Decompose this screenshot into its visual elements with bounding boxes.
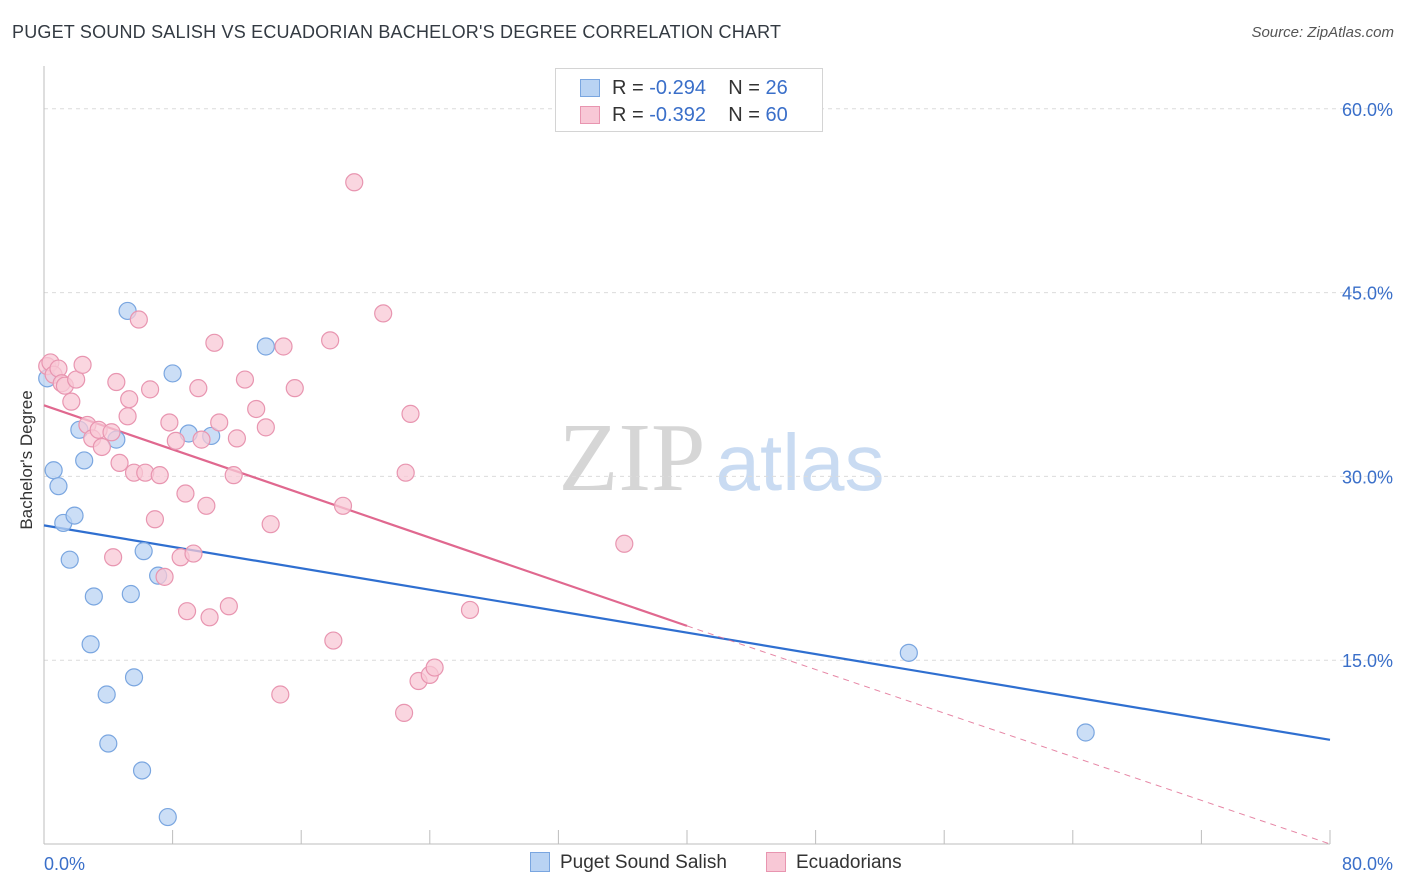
point-ecuadorians <box>324 631 343 650</box>
stats-legend: R = -0.294 N = 26 R = -0.392 N = 60 <box>555 68 823 132</box>
point-ecuadorians <box>73 355 92 374</box>
point-ecuadorians <box>271 685 290 704</box>
point-ecuadorians <box>120 390 139 409</box>
bottom-legend-salish: Puget Sound Salish <box>530 852 727 874</box>
bottom-legend-swatch-salish <box>530 852 550 872</box>
point-ecuadorians <box>104 548 123 567</box>
point-salish <box>99 734 118 753</box>
point-ecuadorians <box>150 466 169 485</box>
bottom-legend-swatch-ecuadorians <box>766 852 786 872</box>
point-ecuadorians <box>160 413 179 432</box>
point-salish <box>124 668 144 687</box>
point-ecuadorians <box>374 304 393 323</box>
bottom-legend-label-salish: Puget Sound Salish <box>560 852 727 873</box>
y-tick-label: 45.0% <box>1342 284 1393 304</box>
point-ecuadorians <box>256 418 275 437</box>
watermark-zip: ZIP <box>559 404 706 512</box>
point-ecuadorians <box>396 463 415 482</box>
y-tick-label: 30.0% <box>1342 467 1393 487</box>
trendline-salish <box>43 524 1331 741</box>
x-tick-label: 80.0% <box>1342 854 1393 874</box>
point-ecuadorians <box>62 392 81 411</box>
y-tick-label: 60.0% <box>1342 100 1393 120</box>
point-ecuadorians <box>333 496 353 515</box>
legend-r-value-ecuadorians: -0.392 <box>649 104 706 126</box>
bottom-legend-ecuadorians: Ecuadorians <box>766 852 902 874</box>
legend-swatch-salish <box>580 79 600 97</box>
point-ecuadorians <box>210 413 229 432</box>
point-ecuadorians <box>92 437 111 457</box>
point-salish <box>132 761 152 780</box>
point-salish <box>163 364 182 383</box>
legend-n-value-salish: 26 <box>765 77 788 99</box>
y-tick-label: 15.0% <box>1342 651 1393 671</box>
point-ecuadorians <box>224 466 243 485</box>
point-ecuadorians <box>184 544 203 563</box>
point-salish <box>97 685 116 704</box>
point-ecuadorians <box>247 399 266 419</box>
point-ecuadorians <box>107 372 126 392</box>
point-ecuadorians <box>227 429 246 448</box>
legend-n-value-ecuadorians: 60 <box>765 104 788 126</box>
legend-r-label: R = <box>612 77 644 99</box>
trendline-ecuadorians <box>43 404 688 627</box>
point-ecuadorians <box>166 431 185 450</box>
point-ecuadorians <box>197 496 216 515</box>
point-ecuadorians <box>102 423 121 442</box>
point-salish <box>84 587 103 606</box>
point-ecuadorians <box>321 331 340 350</box>
legend-row-ecuadorians: R = -0.392 N = 60 <box>580 104 788 126</box>
point-ecuadorians <box>285 379 304 398</box>
point-ecuadorians <box>189 379 208 398</box>
point-salish <box>256 337 275 356</box>
point-ecuadorians <box>118 407 137 426</box>
x-tick-label: 0.0% <box>44 854 85 874</box>
trendline-extension-ecuadorians <box>686 625 1331 845</box>
point-salish <box>44 461 63 480</box>
point-ecuadorians <box>345 173 364 192</box>
point-ecuadorians <box>176 484 195 503</box>
watermark-atlas: atlas <box>716 418 885 507</box>
point-ecuadorians <box>49 359 68 378</box>
point-ecuadorians <box>140 380 160 399</box>
point-ecuadorians <box>235 370 255 389</box>
point-ecuadorians <box>129 310 148 329</box>
point-ecuadorians <box>401 404 420 423</box>
point-ecuadorians <box>394 703 414 722</box>
legend-row-salish: R = -0.294 N = 26 <box>580 77 788 99</box>
point-ecuadorians <box>155 567 174 586</box>
point-salish <box>158 807 177 827</box>
point-salish <box>60 550 79 569</box>
point-ecuadorians <box>615 534 634 553</box>
point-ecuadorians <box>110 453 129 473</box>
source-label: Source: ZipAtlas.com <box>1251 24 1394 41</box>
point-salish <box>81 635 100 654</box>
chart-title: PUGET SOUND SALISH VS ECUADORIAN BACHELO… <box>12 22 782 42</box>
point-ecuadorians <box>200 608 219 627</box>
point-salish <box>899 643 918 662</box>
point-salish <box>49 477 68 496</box>
point-ecuadorians <box>274 337 293 356</box>
legend-n-label: N = <box>728 77 760 99</box>
point-ecuadorians <box>460 600 480 620</box>
point-ecuadorians <box>219 597 238 616</box>
bottom-legend-label-ecuadorians: Ecuadorians <box>796 852 902 873</box>
point-salish <box>75 451 94 470</box>
point-ecuadorians <box>205 333 224 352</box>
point-salish <box>134 542 153 561</box>
point-ecuadorians <box>177 602 197 621</box>
legend-r-value-salish: -0.294 <box>649 77 706 99</box>
point-salish <box>65 506 84 525</box>
legend-swatch-ecuadorians <box>580 106 600 124</box>
point-ecuadorians <box>192 430 211 449</box>
point-ecuadorians <box>145 510 165 529</box>
legend-r-label: R = <box>612 104 644 126</box>
point-salish <box>1076 723 1095 742</box>
point-ecuadorians <box>425 658 444 677</box>
point-ecuadorians <box>261 515 280 534</box>
legend-n-label: N = <box>728 104 760 126</box>
point-salish <box>121 584 140 604</box>
